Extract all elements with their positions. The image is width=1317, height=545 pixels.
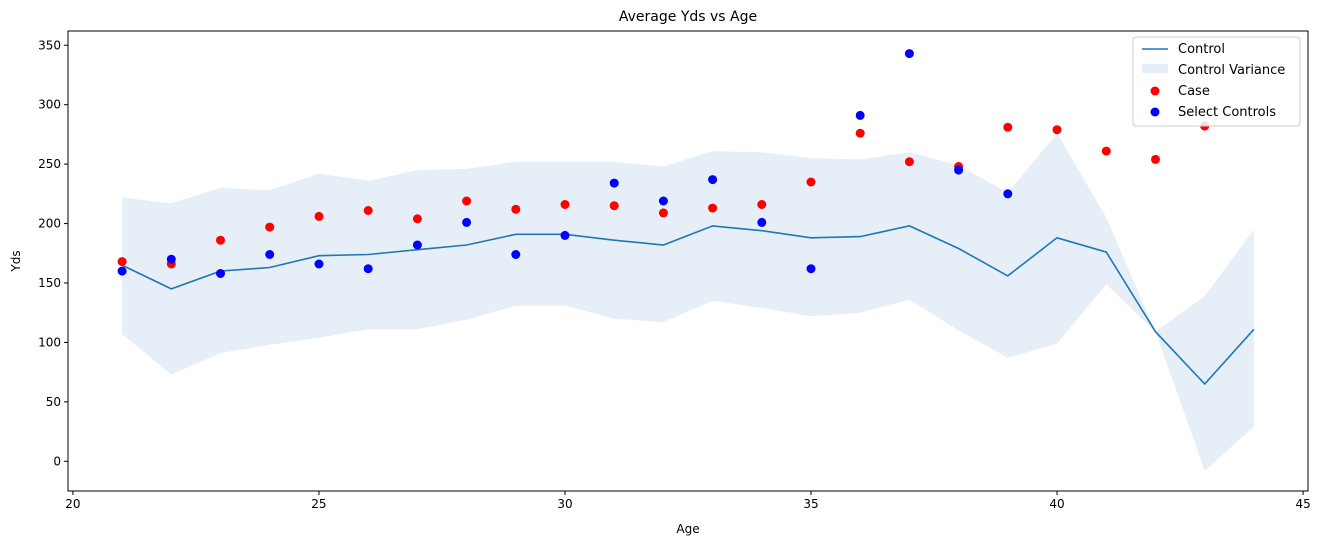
select-controls-point	[265, 250, 275, 259]
plot-frame	[67, 30, 1309, 492]
x-axis-ticks: 20 25 30 35 40 45	[65, 491, 1311, 511]
legend-box	[1132, 36, 1301, 127]
case-point	[560, 200, 570, 209]
case-point	[757, 200, 767, 209]
legend-label-control-variance: Control Variance	[1178, 63, 1285, 78]
select-controls-point	[609, 178, 619, 188]
x-tick-label: 45	[1295, 497, 1310, 511]
legend: Control Control Variance Case Select Con…	[1132, 36, 1301, 127]
x-tick-label: 20	[65, 497, 80, 511]
chart-title: Average Yds vs Age	[619, 9, 757, 25]
y-tick-label: 350	[38, 38, 61, 52]
case-point	[855, 128, 865, 138]
case-point	[314, 211, 324, 221]
select-controls-point	[658, 196, 668, 206]
legend-case-swatch	[1150, 86, 1160, 96]
y-axis-label: Yds	[9, 250, 23, 272]
x-axis-label: Age	[676, 522, 699, 536]
select-controls-point	[560, 230, 570, 240]
y-tick-label: 50	[46, 395, 61, 409]
y-tick-label: 150	[38, 276, 61, 290]
select-controls-point	[117, 266, 127, 276]
select-controls-point	[708, 175, 718, 185]
variance-band-layer	[122, 133, 1254, 471]
x-tick-label: 35	[803, 497, 818, 511]
case-point	[904, 157, 914, 167]
case-point	[708, 203, 718, 213]
select-controls-point	[855, 110, 865, 120]
select-controls-point	[314, 259, 324, 269]
case-point	[412, 214, 422, 224]
case-point	[216, 235, 225, 245]
y-tick-label: 100	[38, 335, 61, 349]
case-point	[658, 208, 668, 218]
control-line-layer	[121, 225, 1255, 386]
case-point	[1052, 125, 1062, 135]
case-point	[1003, 122, 1013, 132]
select-controls-point	[954, 165, 964, 175]
select-controls-point	[166, 254, 176, 264]
select-controls-point	[904, 49, 914, 59]
y-tick-label: 300	[38, 98, 61, 112]
legend-label-select-controls: Select Controls	[1178, 105, 1276, 120]
select-controls-point	[757, 217, 767, 227]
case-point	[363, 206, 373, 215]
control-variance-band	[122, 133, 1254, 471]
case-point	[1101, 146, 1111, 156]
select-controls-point	[216, 269, 225, 278]
y-tick-label: 250	[38, 157, 61, 171]
points-layer	[117, 49, 1210, 278]
legend-variance-swatch	[1142, 64, 1168, 73]
select-controls-point	[806, 264, 816, 274]
x-tick-label: 30	[557, 497, 572, 511]
legend-label-case: Case	[1178, 84, 1210, 99]
case-point	[462, 196, 472, 206]
select-controls-point	[511, 250, 521, 259]
legend-select-controls-swatch	[1150, 107, 1160, 117]
case-point	[806, 177, 816, 187]
case-point	[1151, 154, 1160, 164]
legend-label-control: Control	[1178, 42, 1225, 57]
y-tick-label: 0	[53, 454, 61, 468]
y-tick-label: 200	[38, 217, 61, 231]
select-controls-point	[462, 217, 472, 227]
select-controls-point	[1003, 189, 1013, 199]
select-controls-point	[412, 240, 422, 250]
case-point	[609, 201, 619, 211]
case-point	[511, 204, 521, 214]
x-tick-label: 40	[1049, 497, 1064, 511]
y-axis-ticks: 0 50 100 150 200 250 300 350	[38, 38, 68, 468]
select-controls-point	[363, 264, 373, 274]
case-point	[265, 222, 275, 232]
case-point	[117, 257, 127, 267]
x-tick-label: 25	[311, 497, 326, 511]
control-line	[121, 225, 1255, 386]
